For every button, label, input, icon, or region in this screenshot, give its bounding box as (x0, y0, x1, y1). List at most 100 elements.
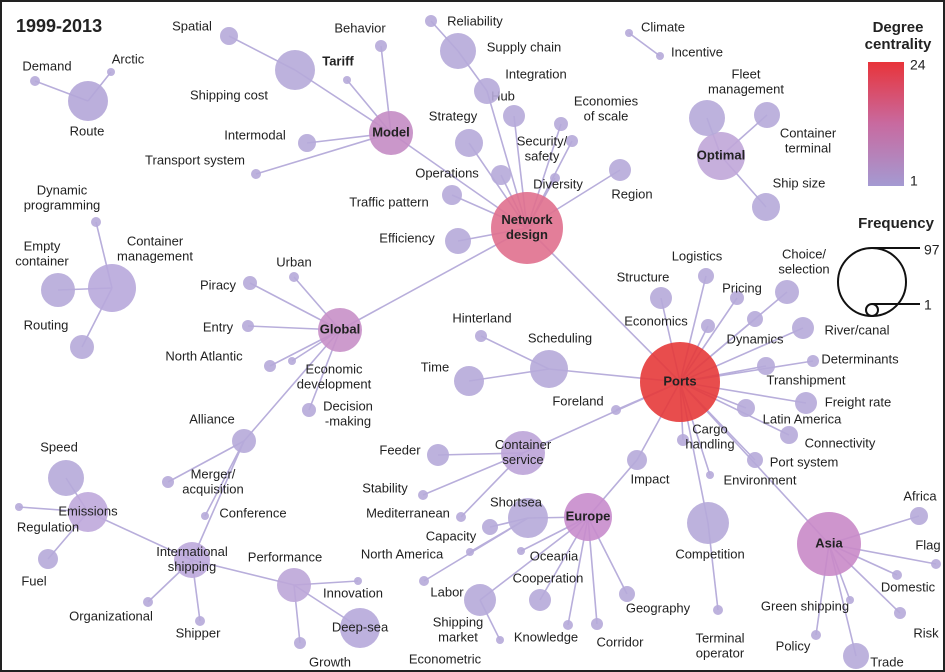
node-label: Routing (24, 317, 69, 332)
node (706, 471, 714, 479)
node-label: Operations (415, 165, 479, 180)
node (811, 630, 821, 640)
node-label: Transport system (145, 152, 245, 167)
node (698, 268, 714, 284)
node-label: handling (685, 436, 734, 451)
node (689, 100, 725, 136)
node (910, 507, 928, 525)
node-label: Logistics (672, 248, 723, 263)
node-label: Cargo (692, 421, 727, 436)
node (264, 360, 276, 372)
node (107, 68, 115, 76)
node-label: Network (501, 212, 553, 227)
node-label: Competition (675, 546, 744, 561)
node-label: of scale (584, 108, 629, 123)
node-label: Economics (624, 313, 688, 328)
node-label: Feeder (379, 442, 421, 457)
node-label: safety (525, 148, 560, 163)
node-label: Optimal (697, 147, 745, 162)
node-label: Spatial (172, 18, 212, 33)
node-label: Behavior (334, 20, 386, 35)
node-label: Shipper (176, 625, 221, 640)
node-label: Dynamics (726, 331, 784, 346)
node-label: shipping (168, 559, 216, 574)
node-label: Performance (248, 549, 322, 564)
node-label: Container (127, 233, 184, 248)
node-label: Environment (724, 472, 797, 487)
node (288, 357, 296, 365)
node-label: Choice/ (782, 246, 826, 261)
node-label: Economic (305, 361, 363, 376)
node-label: Dynamic (37, 182, 88, 197)
node (454, 366, 484, 396)
node-label: Scheduling (528, 330, 592, 345)
node (687, 502, 729, 544)
node-label: Flag (915, 537, 940, 552)
node-label: Corridor (597, 634, 645, 649)
node-label: Conference (219, 505, 286, 520)
node-label: North Atlantic (165, 348, 243, 363)
node-label: Shortsea (490, 494, 543, 509)
color-scale (868, 62, 904, 186)
node (713, 605, 723, 615)
node (425, 15, 437, 27)
node (892, 570, 902, 580)
node-label: Stability (362, 480, 408, 495)
node-label: Port system (770, 454, 839, 469)
node (701, 319, 715, 333)
node (752, 193, 780, 221)
node-label: Model (372, 124, 410, 139)
node (289, 272, 299, 282)
node-label: Fuel (21, 573, 46, 588)
node-label: programming (24, 197, 101, 212)
node (474, 78, 500, 104)
node (340, 608, 380, 648)
node-label: acquisition (182, 481, 243, 496)
node-label: Labor (430, 584, 464, 599)
node (496, 636, 504, 644)
node-label: Ship size (773, 175, 826, 190)
node (232, 429, 256, 453)
node (466, 548, 474, 556)
node (611, 405, 621, 415)
node (609, 159, 631, 181)
node (625, 29, 633, 37)
node-label: design (506, 227, 548, 242)
edge (243, 329, 341, 442)
size-legend-circle (865, 303, 879, 317)
node-label: Incentive (671, 44, 723, 59)
node (456, 512, 466, 522)
node-label: Shipping cost (190, 87, 268, 102)
legend-title: Degree (873, 19, 924, 36)
node (554, 117, 568, 131)
legend-label: 97 (924, 242, 940, 258)
node (627, 450, 647, 470)
edge (191, 440, 245, 561)
node-label: Transhipment (767, 372, 846, 387)
node (242, 320, 254, 332)
node-label: Empty (24, 238, 61, 253)
node-label: Risk (913, 625, 939, 640)
legend-label: 24 (910, 57, 926, 73)
node-label: Mediterranean (366, 505, 450, 520)
node (677, 434, 689, 446)
legend-label: 1 (924, 297, 932, 313)
node-label: Policy (776, 638, 811, 653)
node-label: Container (780, 125, 837, 140)
node-label: selection (778, 261, 829, 276)
size-legend-circle (837, 247, 907, 317)
node-label: Organizational (69, 608, 153, 623)
node (455, 129, 483, 157)
node (591, 618, 603, 630)
node-label: -making (325, 413, 371, 428)
node (780, 426, 798, 444)
node-label: Merger/ (191, 466, 236, 481)
node (343, 76, 351, 84)
node-label: Domestic (881, 579, 936, 594)
node (846, 596, 854, 604)
node-label: International (156, 544, 228, 559)
node (656, 52, 664, 60)
node (174, 542, 210, 578)
node (201, 512, 209, 520)
